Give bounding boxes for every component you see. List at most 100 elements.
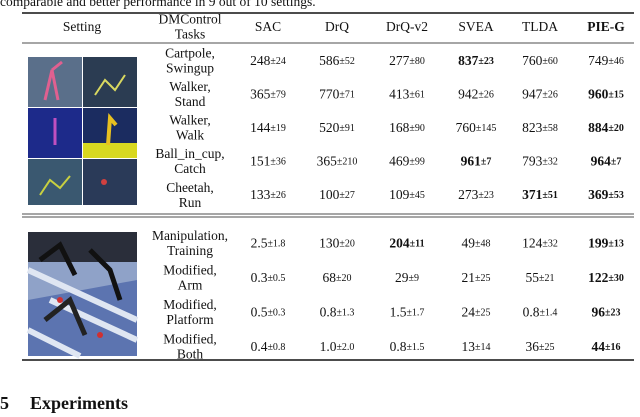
header-cell: SAC [255, 19, 281, 34]
result-std: ±23 [605, 308, 621, 319]
result-mean: 29 [395, 270, 409, 285]
result-std: ±90 [409, 123, 425, 134]
result-cell: 36±25 [526, 339, 555, 354]
result-mean: 520 [319, 120, 340, 135]
intro-text: comparable and better performance in 9 o… [0, 0, 316, 9]
result-cell: 0.3±0.5 [251, 270, 286, 285]
result-cell: 413±61 [389, 86, 425, 101]
result-mean: 168 [389, 120, 410, 135]
result-cell: 942±26 [458, 86, 494, 101]
result-std: ±58 [542, 123, 558, 134]
result-mean: 24 [462, 304, 476, 319]
result-cell: 248±24 [250, 53, 286, 68]
result-std: ±27 [339, 190, 355, 201]
header-cell: SVEA [458, 19, 494, 34]
result-cell: 68±20 [323, 270, 352, 285]
task-name: Ball_in_cup, [155, 146, 224, 161]
result-mean: 122 [588, 270, 609, 285]
result-mean: 365 [250, 86, 271, 101]
result-cell: 749±46 [588, 53, 624, 68]
result-cell: 100±27 [319, 187, 355, 202]
task-name: Modified, [163, 331, 217, 346]
result-cell: 0.4±0.8 [251, 339, 286, 354]
result-std: ±61 [409, 90, 425, 101]
result-std: ±20 [339, 239, 355, 250]
result-mean: 0.8 [320, 304, 337, 319]
result-std: ±14 [475, 342, 491, 353]
result-cell: 55±21 [526, 270, 555, 285]
result-mean: 130 [319, 235, 340, 250]
result-std: ±0.8 [267, 342, 285, 353]
result-cell: 124±32 [522, 235, 558, 250]
result-std: ±30 [608, 273, 624, 284]
result-cell: 469±99 [389, 154, 425, 169]
result-std: ±1.8 [267, 239, 285, 250]
result-cell: 0.8±1.3 [320, 304, 355, 319]
result-std: ±25 [539, 342, 555, 353]
result-std: ±1.7 [406, 308, 424, 319]
result-cell: 365±210 [317, 154, 358, 169]
result-mean: 96 [592, 304, 606, 319]
result-std: ±48 [475, 239, 491, 250]
result-cell: 21±25 [462, 270, 491, 285]
result-mean: 1.0 [320, 339, 337, 354]
header-cell: Tasks [175, 27, 206, 42]
result-std: ±16 [605, 342, 621, 353]
task-name: Manipulation, [152, 228, 228, 243]
result-cell: 837±23 [458, 53, 494, 68]
result-cell: 133±26 [250, 187, 286, 202]
result-std: ±20 [336, 273, 352, 284]
result-mean: 21 [462, 270, 476, 285]
result-mean: 793 [522, 154, 543, 169]
result-mean: 204 [389, 235, 410, 250]
result-mean: 1.5 [390, 304, 407, 319]
result-mean: 942 [458, 86, 478, 101]
result-std: ±46 [608, 56, 624, 67]
result-cell: 96±23 [592, 304, 621, 319]
task-name: Training [167, 243, 213, 258]
result-cell: 823±58 [522, 120, 558, 135]
result-cell: 0.5±0.3 [251, 304, 286, 319]
result-std: ±25 [475, 273, 491, 284]
result-std: ±210 [337, 157, 358, 168]
result-cell: 204±11 [389, 235, 424, 250]
result-cell: 122±30 [588, 270, 624, 285]
task-name: Modified, [163, 262, 217, 277]
header-cell: PIE-G [587, 19, 625, 34]
result-std: ±0.3 [267, 308, 285, 319]
result-std: ±15 [608, 90, 624, 101]
result-std: ±26 [478, 90, 494, 101]
header-cell: DMControl [158, 12, 221, 27]
result-mean: 884 [588, 120, 609, 135]
result-std: ±19 [270, 123, 286, 134]
result-std: ±36 [270, 157, 286, 168]
result-std: ±32 [542, 157, 558, 168]
result-cell: 960±15 [588, 86, 624, 101]
result-std: ±13 [608, 239, 624, 250]
result-mean: 961 [461, 154, 482, 169]
task-name: Walker, [169, 79, 210, 94]
result-cell: 13±14 [462, 339, 491, 354]
result-mean: 151 [250, 154, 270, 169]
result-mean: 586 [319, 53, 340, 68]
result-cell: 130±20 [319, 235, 355, 250]
result-mean: 837 [458, 53, 479, 68]
result-mean: 124 [522, 235, 543, 250]
result-std: ±23 [478, 190, 494, 201]
result-mean: 49 [462, 235, 476, 250]
result-cell: 793±32 [522, 154, 558, 169]
result-std: ±23 [478, 56, 494, 67]
result-std: ±79 [270, 90, 286, 101]
result-std: ±2.0 [336, 342, 354, 353]
result-mean: 749 [588, 53, 609, 68]
dmcontrol-images [28, 57, 137, 205]
result-cell: 770±71 [319, 86, 355, 101]
result-mean: 369 [588, 187, 609, 202]
result-std: ±45 [409, 190, 425, 201]
result-cell: 0.8±1.5 [390, 339, 425, 354]
task-name: Platform [166, 312, 214, 327]
result-std: ±80 [409, 56, 425, 67]
task-name: Walker, [169, 113, 210, 128]
